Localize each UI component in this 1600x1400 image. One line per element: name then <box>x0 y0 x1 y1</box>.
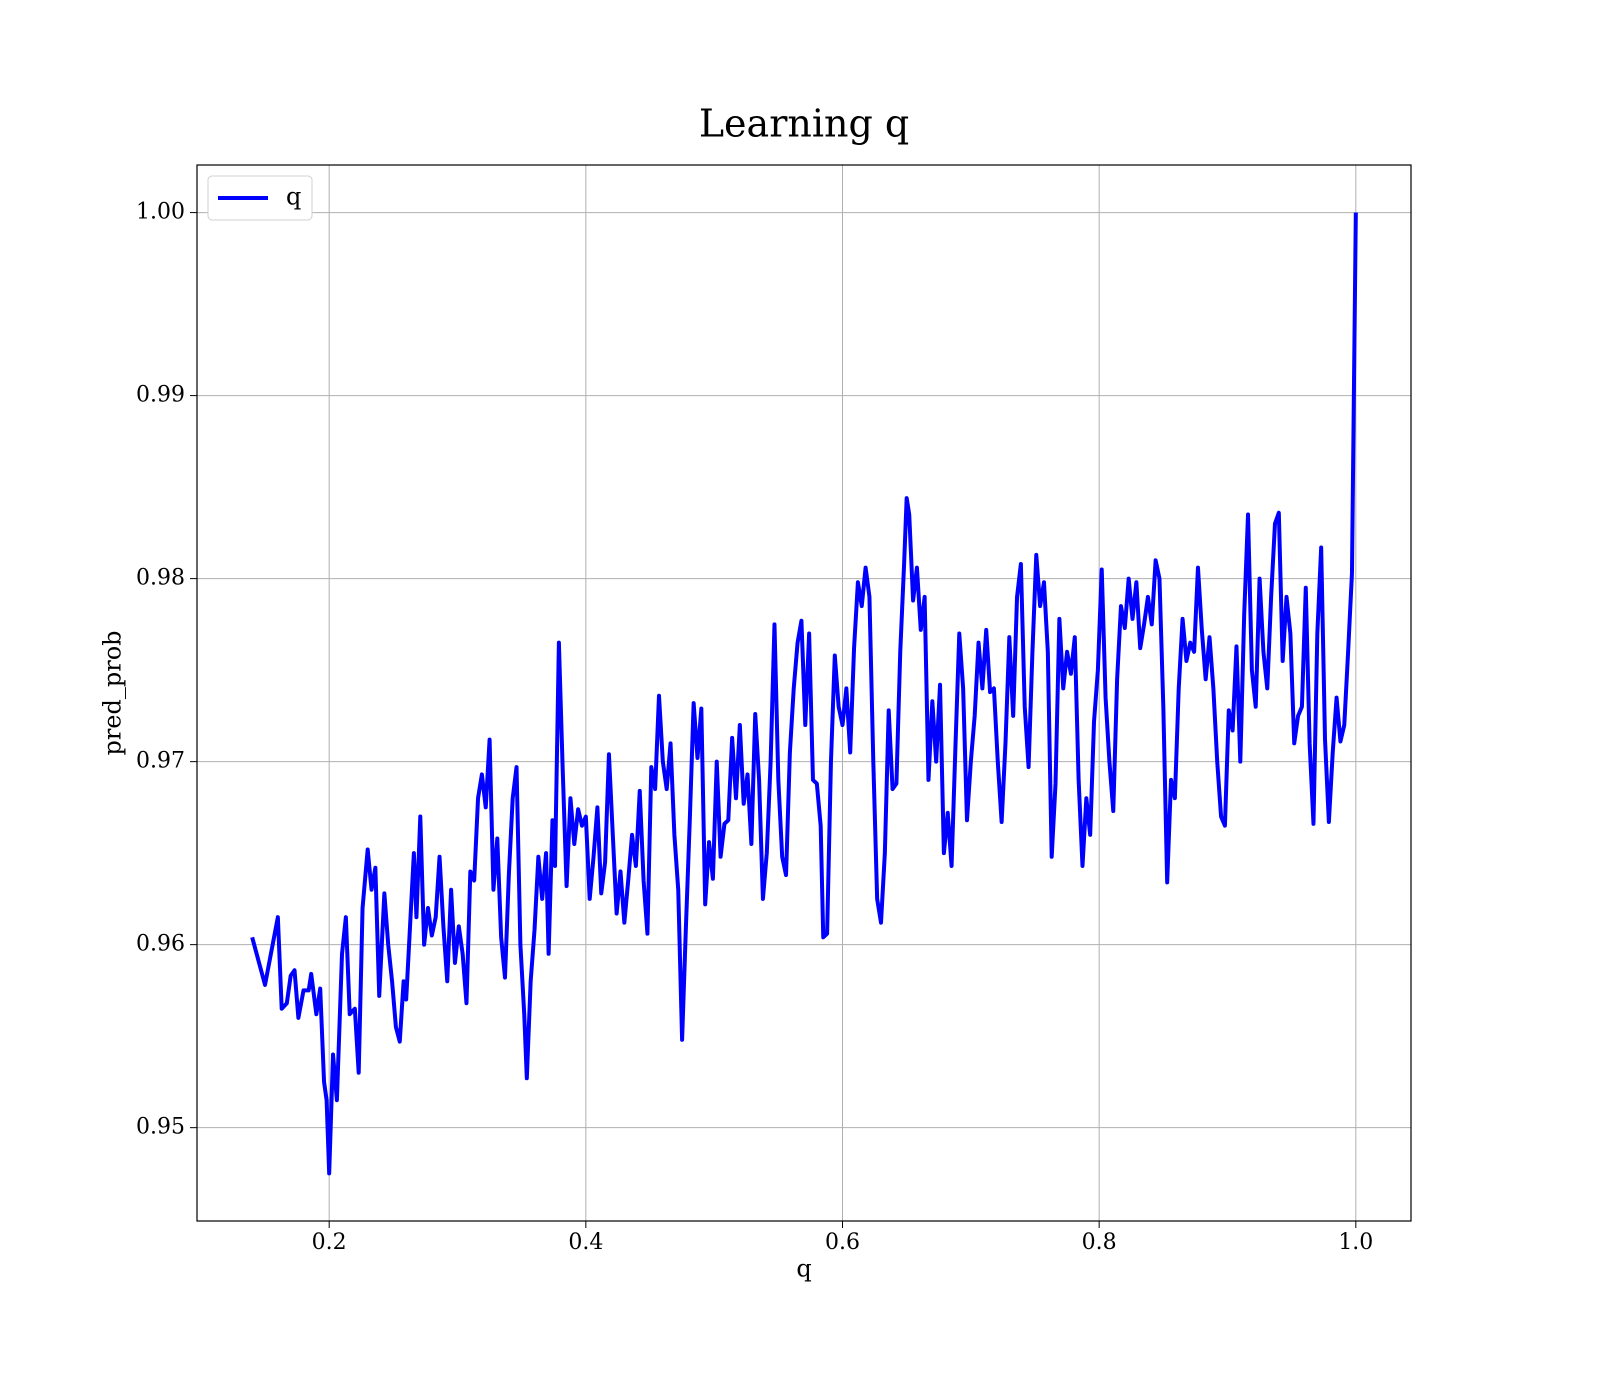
plot-frame <box>196 164 1412 1222</box>
x-tick-label: 0.8 <box>1082 1230 1117 1255</box>
y-tick-label: 0.95 <box>136 1115 185 1140</box>
legend-label: q <box>286 183 301 211</box>
y-axis-label: pred_prob <box>99 630 127 755</box>
y-tick-label: 0.97 <box>136 749 185 774</box>
x-tick-label: 1.0 <box>1338 1230 1373 1255</box>
x-axis-label: q <box>796 1255 811 1283</box>
x-tick-label: 0.2 <box>312 1230 347 1255</box>
y-tick-label: 1.00 <box>136 200 185 225</box>
data-line <box>250 212 1358 1176</box>
y-tick-label: 0.98 <box>136 566 185 591</box>
x-tick-label: 0.4 <box>568 1230 603 1255</box>
y-tick-label: 0.99 <box>136 383 185 408</box>
x-tick-label: 0.6 <box>825 1230 860 1255</box>
y-tick-label: 0.96 <box>136 932 185 957</box>
chart-title: Learning q <box>699 102 909 146</box>
